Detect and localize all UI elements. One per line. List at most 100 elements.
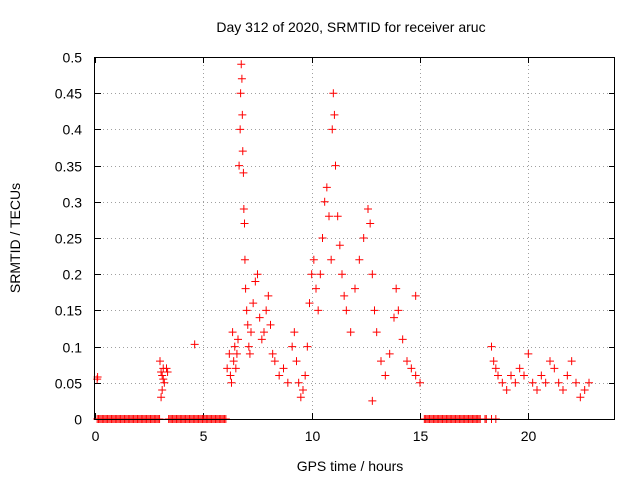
- data-point: [290, 328, 299, 337]
- y-tick-label: 0.05: [55, 376, 82, 392]
- data-point: [585, 378, 593, 387]
- data-point: [240, 255, 249, 264]
- data-point: [190, 340, 199, 349]
- data-point: [359, 234, 368, 242]
- x-tick-label: 5: [200, 428, 208, 444]
- y-tick-label: 0.15: [55, 303, 82, 319]
- data-point: [262, 306, 271, 315]
- data-point: [533, 386, 541, 395]
- data-point: [411, 291, 420, 300]
- data-point: [296, 393, 305, 402]
- data-point: [390, 313, 398, 322]
- data-point: [327, 255, 336, 264]
- data-point: [330, 110, 339, 119]
- data-point: [163, 367, 172, 376]
- data-point: [241, 284, 250, 293]
- data-point: [546, 357, 554, 366]
- data-point: [158, 386, 167, 395]
- data-point: [228, 328, 237, 337]
- y-tick-label: 0.1: [63, 340, 83, 356]
- data-point: [279, 364, 288, 373]
- data-point: [237, 60, 246, 69]
- data-point: [240, 219, 249, 228]
- data-point: [223, 364, 232, 373]
- data-point: [511, 378, 520, 387]
- data-point: [275, 371, 284, 380]
- data-point: [502, 386, 511, 395]
- data-point: [329, 89, 338, 98]
- data-point: [283, 378, 292, 387]
- data-point: [309, 255, 318, 264]
- data-point: [416, 378, 424, 387]
- data-point: [385, 349, 394, 358]
- data-point: [407, 364, 416, 373]
- data-point: [301, 371, 310, 380]
- data-point: [403, 357, 411, 366]
- data-point: [162, 364, 171, 373]
- tick-layer: 0 0.05 0.1 0.15 0.2 0.25 0.3 0.35 0.4 0.45 0.5 0 5 10…: [55, 50, 615, 444]
- data-point: [320, 197, 329, 206]
- x-axis-label: GPS time / hours: [297, 458, 404, 474]
- data-point: [239, 168, 248, 177]
- data-point: [247, 328, 255, 337]
- data-point: [370, 306, 379, 315]
- data-point: [253, 270, 262, 279]
- data-point: [238, 147, 247, 156]
- data-point: [394, 306, 403, 315]
- data-point: [346, 328, 355, 337]
- data-point: [537, 371, 546, 380]
- data-point: [232, 349, 241, 358]
- x-tick-label: 10: [305, 428, 321, 444]
- data-point: [372, 328, 381, 337]
- data-point: [355, 255, 364, 264]
- data-point: [316, 270, 325, 279]
- data-point: [559, 386, 567, 395]
- plot-frame: [94, 57, 615, 420]
- data-point: [303, 342, 312, 351]
- data-point: [507, 371, 515, 380]
- data-point: [325, 212, 333, 221]
- data-point: [494, 371, 502, 380]
- data-point: [563, 371, 572, 380]
- grid-layer: [95, 57, 615, 419]
- data-point: [242, 306, 251, 315]
- data-point: [338, 270, 346, 279]
- data-point: [364, 205, 372, 214]
- data-point: [294, 378, 303, 387]
- data-point: [351, 284, 359, 293]
- data-point: [381, 371, 390, 380]
- data-point: [305, 299, 314, 308]
- data-point: [245, 349, 254, 358]
- data-point: [541, 378, 550, 387]
- data-point: [322, 183, 331, 192]
- data-point: [243, 320, 252, 329]
- x-tick-label: 0: [92, 428, 100, 444]
- data-point: [159, 375, 168, 384]
- data-point: [160, 378, 169, 387]
- data-point: [251, 277, 260, 286]
- y-tick-label: 0.2: [63, 267, 83, 283]
- data-point: [489, 357, 498, 366]
- data-point: [368, 396, 377, 405]
- data-point: [491, 364, 500, 373]
- data-point: [226, 371, 235, 380]
- x-tick-label: 20: [521, 428, 537, 444]
- data-point: [229, 357, 238, 366]
- data-point: [498, 378, 507, 387]
- data-point: [550, 364, 559, 373]
- data-point: [567, 357, 576, 366]
- data-point: [333, 212, 342, 221]
- data-point: [554, 378, 563, 387]
- data-point: [288, 342, 297, 351]
- data-point: [520, 371, 528, 380]
- data-point: [328, 125, 337, 134]
- data-point: [572, 378, 580, 387]
- data-point: [331, 161, 340, 170]
- data-point: [580, 386, 589, 395]
- data-point: [392, 284, 401, 293]
- y-axis-label: SRMTID / TECUs: [7, 183, 23, 293]
- data-point: [292, 357, 301, 366]
- x-tick-label: 15: [413, 428, 429, 444]
- data-point: [264, 291, 273, 300]
